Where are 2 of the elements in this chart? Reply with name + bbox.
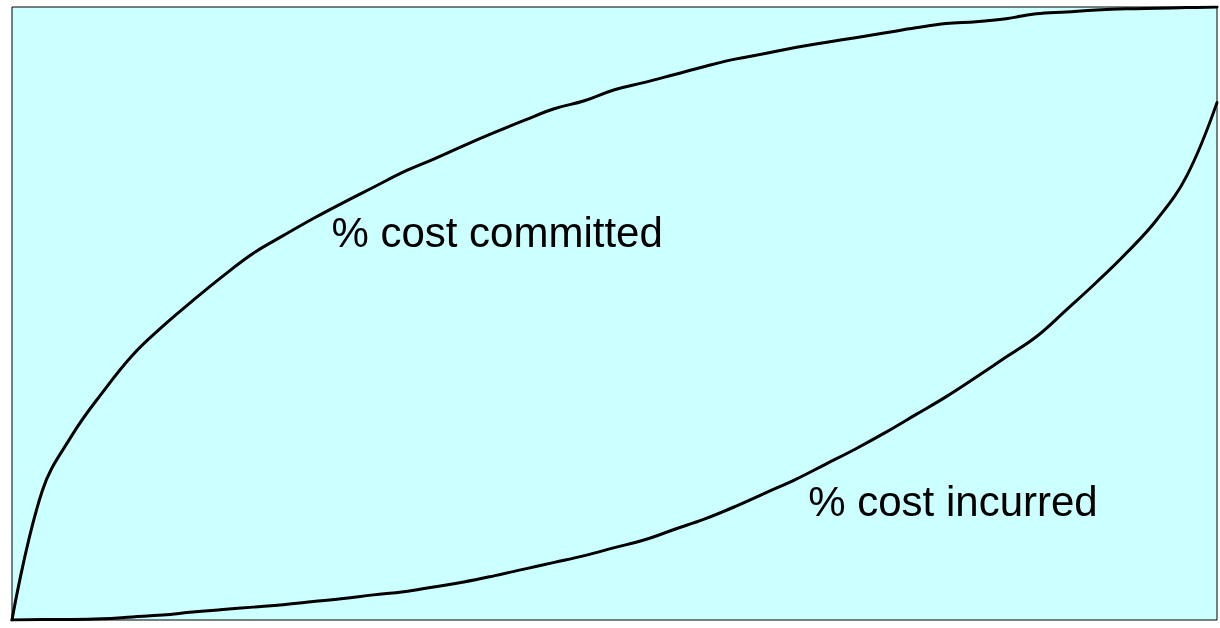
series-label: % cost incurred: [808, 478, 1098, 526]
series-label: % cost committed: [331, 209, 663, 257]
